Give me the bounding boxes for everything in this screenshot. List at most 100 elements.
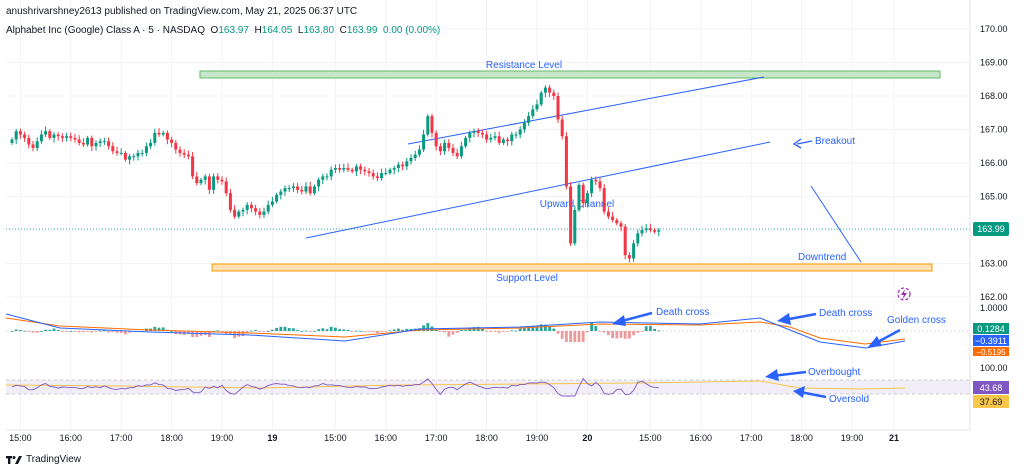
support-label: Support Level	[496, 273, 558, 284]
macd-hist-bar	[401, 329, 404, 331]
price-axis-tick: 169.00	[980, 58, 1008, 68]
open-key: O	[210, 25, 219, 36]
candle-body	[464, 137, 468, 147]
candle-body	[270, 201, 274, 205]
macd-hist-bar	[619, 331, 623, 338]
macd-hist-bar	[98, 330, 102, 332]
candle-body	[23, 134, 27, 138]
candle-body	[291, 186, 295, 189]
macd-hist-bar	[107, 331, 110, 333]
macd-hist-bar	[611, 331, 614, 339]
candle-body	[384, 173, 388, 175]
price-axis-tick: 163.00	[980, 259, 1008, 269]
close-key: C	[339, 25, 347, 36]
candle-body	[283, 188, 287, 192]
candle-body	[27, 137, 31, 145]
macd-hist-bar	[346, 329, 350, 331]
macd-hist-bar	[489, 331, 493, 332]
candle-body	[531, 109, 535, 117]
macd-hist-value: 0.1284	[977, 324, 1005, 334]
macd-hist-bar	[649, 325, 652, 331]
macd-hist-bar	[598, 331, 602, 332]
candle-body	[543, 87, 547, 93]
macd-hist-bar	[577, 331, 581, 342]
macd-signal-value: −0.5195	[976, 348, 1006, 357]
candle-body	[312, 186, 316, 194]
macd-hist-bar	[271, 329, 274, 331]
macd-hist-bar	[586, 331, 589, 333]
candle-body	[636, 233, 640, 244]
candle-body	[371, 173, 375, 177]
candle-body	[527, 116, 531, 123]
macd-line-value: −0.3911	[975, 336, 1007, 346]
macd-hist-bar	[321, 328, 325, 331]
candle-body	[136, 152, 140, 157]
time-axis-tick: 15:00	[639, 433, 662, 443]
candle-body	[497, 136, 501, 143]
macd-line	[5, 313, 906, 349]
candle-body	[249, 204, 253, 209]
macd-hist-bar	[451, 331, 455, 335]
macd-hist-bar	[191, 331, 194, 337]
candle-body	[338, 168, 342, 170]
candle-body	[266, 204, 270, 212]
candle-body	[262, 211, 266, 215]
macd-hist-bar	[187, 331, 190, 334]
candle-body	[644, 228, 648, 230]
macd-hist-bar	[581, 331, 585, 342]
candle-body	[510, 134, 514, 142]
candle-body	[489, 137, 493, 140]
tradingview-brand[interactable]: TradingView	[6, 454, 81, 465]
candle-body	[258, 211, 262, 215]
macd-hist-bar	[539, 324, 543, 331]
candle-body	[388, 169, 392, 174]
candle-body	[627, 255, 631, 259]
candle-body	[90, 137, 94, 147]
macd-hist-bar	[376, 331, 379, 334]
macd-hist-bar	[628, 331, 631, 339]
macd-hist-bar	[510, 330, 514, 332]
candle-body	[165, 132, 169, 140]
high-key: H	[254, 25, 262, 36]
macd-hist-bar	[439, 331, 442, 332]
macd-hist-bar	[363, 331, 367, 332]
candle-body	[44, 131, 48, 135]
macd-hist-bar	[455, 331, 459, 333]
lightning-icon[interactable]	[897, 287, 911, 301]
macd-hist-bar	[657, 330, 661, 332]
macd-hist-bar	[35, 331, 39, 333]
price-axis-tick: 162.00	[980, 292, 1008, 302]
macd-hist-bar	[502, 331, 505, 332]
candle-body	[396, 164, 400, 169]
macd-hist-bar	[367, 331, 371, 332]
macd-hist-bar	[119, 331, 123, 334]
time-axis-tick: 15:00	[324, 433, 347, 443]
candle-body	[539, 92, 543, 105]
macd-hist-bar	[170, 331, 173, 332]
macd-hist-bar	[86, 331, 89, 332]
macd-hist-bar	[329, 326, 333, 331]
death-cross-arrow-icon	[612, 311, 653, 326]
candle-body	[186, 154, 190, 157]
candle-body	[493, 136, 497, 138]
macd-hist-bar	[514, 330, 518, 332]
candle-body	[123, 152, 127, 160]
candle-body	[86, 137, 90, 145]
candle-body	[409, 157, 413, 162]
candle-body	[321, 176, 325, 180]
macd-hist-bar	[544, 324, 547, 331]
candle-body	[111, 146, 115, 152]
candle-body	[648, 228, 652, 230]
macd-hist-bar	[40, 331, 43, 332]
candle-body	[556, 96, 560, 120]
macd-hist-bar	[313, 331, 316, 332]
macd-hist-bar	[262, 331, 266, 332]
macd-hist-bar	[447, 331, 451, 337]
candle-body	[472, 131, 476, 133]
candle-body	[564, 136, 568, 187]
time-axis-tick: 18:00	[475, 433, 498, 443]
candle-body	[157, 132, 161, 135]
macd-hist-bar	[497, 331, 501, 333]
candle-body	[451, 147, 455, 153]
